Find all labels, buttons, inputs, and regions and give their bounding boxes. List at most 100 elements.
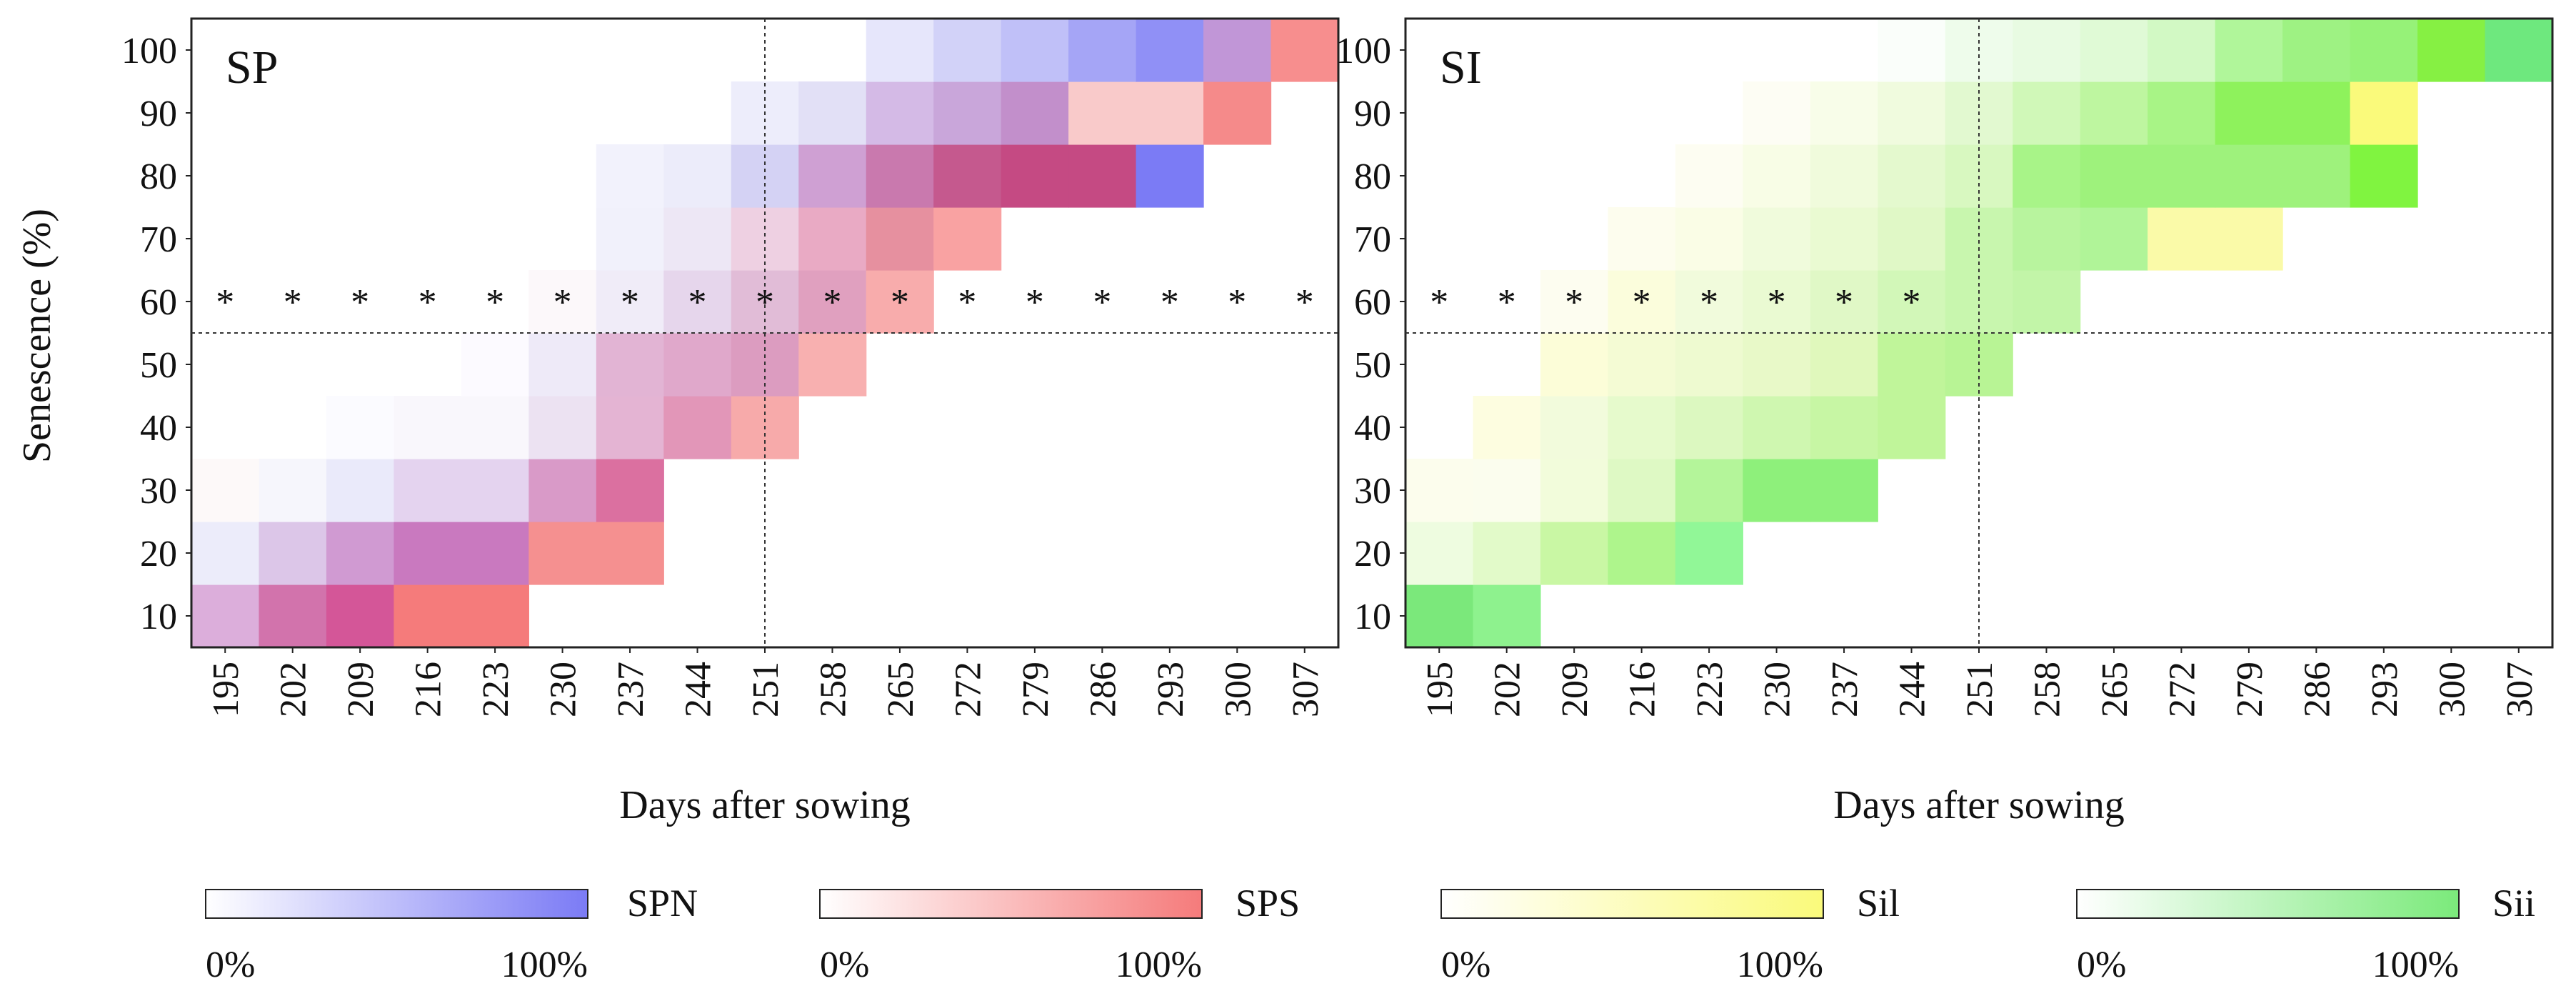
heatmap-cell — [394, 584, 462, 648]
heatmap-cell — [1608, 396, 1676, 459]
heatmap-cell — [663, 207, 732, 271]
heatmap-cell — [2013, 81, 2081, 145]
heatmap-cell — [1743, 333, 1811, 397]
heatmap-cell — [1001, 144, 1069, 208]
heatmap-cell — [461, 396, 529, 459]
heatmap-cell — [1405, 459, 1474, 522]
legend-series-name: SPN — [627, 882, 698, 925]
heatmap-cell — [2013, 144, 2081, 208]
heatmap-cell — [2080, 19, 2148, 82]
significance-asterisk: * — [1768, 282, 1786, 323]
heatmap-cell — [259, 522, 327, 585]
heatmap-cell — [2215, 144, 2283, 208]
x-tick-label: 293 — [2365, 662, 2405, 717]
heatmap-cell — [326, 459, 395, 522]
y-tick-label: 40 — [140, 408, 177, 449]
heatmap-cell — [326, 522, 395, 585]
legend-colorbar — [819, 889, 1203, 919]
x-tick-label: 230 — [1758, 662, 1798, 717]
heatmap-cell — [1945, 207, 2013, 271]
y-tick-label: 100 — [1335, 31, 1391, 71]
heatmap-cell — [596, 459, 664, 522]
heatmap-cell — [326, 396, 395, 459]
legend-colorbar — [1440, 889, 1824, 919]
heatmap-cell — [1136, 19, 1204, 82]
heatmap-cell — [1068, 144, 1137, 208]
legend-series-name: Sii — [2492, 882, 2535, 925]
x-tick-label: 286 — [2297, 662, 2337, 717]
significance-asterisk: * — [958, 282, 976, 323]
y-tick-label: 10 — [1354, 597, 1391, 637]
heatmap-cell — [528, 522, 597, 585]
heatmap-cell — [798, 333, 867, 397]
heatmap-cell — [326, 584, 395, 648]
significance-asterisk: * — [756, 282, 774, 323]
y-axis-label: Senescence (%) — [15, 209, 59, 463]
x-tick-label: 223 — [476, 662, 516, 717]
heatmap-cell — [1675, 270, 1743, 334]
heatmap-cell — [1540, 333, 1609, 397]
heatmap-cell — [1675, 333, 1743, 397]
legend-min-label: 0% — [206, 945, 255, 985]
heatmap-panel-sp: * * * * * * * * * * * * * * * * * SP 10 20 30 40 50 60 70 80 90 100… — [121, 17, 1340, 827]
heatmap-cell — [1878, 19, 1946, 82]
x-tick-label: 300 — [2432, 662, 2472, 717]
heatmap-cell — [1540, 459, 1609, 522]
panel-title: SP — [226, 41, 278, 94]
x-tick-label: 272 — [948, 662, 988, 717]
heatmap-cell — [596, 144, 664, 208]
heatmap-cell — [394, 459, 462, 522]
heatmap-cell — [1810, 270, 1878, 334]
heatmap-cell — [1675, 459, 1743, 522]
legend-min-label: 0% — [820, 945, 869, 985]
heatmap-cell — [798, 144, 867, 208]
heatmap-cell — [1001, 81, 1069, 145]
heatmap-cell — [2013, 207, 2081, 271]
heatmap-cell — [2013, 19, 2081, 82]
heatmap-cell — [2080, 81, 2148, 145]
significance-asterisk: * — [216, 282, 234, 323]
x-tick-label: 307 — [2500, 662, 2540, 717]
heatmap-cell — [2350, 144, 2418, 208]
heatmap-cell — [1540, 270, 1609, 334]
significance-asterisk: * — [891, 282, 909, 323]
heatmap-cell — [933, 144, 1002, 208]
significance-asterisk: * — [1498, 282, 1516, 323]
significance-asterisk: * — [688, 282, 707, 323]
x-tick-label: 216 — [409, 662, 449, 717]
heatmap-cell — [2282, 19, 2351, 82]
heatmap-cell — [1608, 333, 1676, 397]
heatmap-cell — [596, 396, 664, 459]
heatmap-cell — [1675, 396, 1743, 459]
significance-asterisk: * — [1903, 282, 1921, 323]
heatmap-cell — [933, 81, 1002, 145]
legend-min-label: 0% — [2077, 945, 2126, 985]
x-tick-label: 251 — [1960, 662, 2000, 717]
heatmap-cell — [1203, 81, 1272, 145]
x-tick-label: 244 — [1893, 662, 1933, 717]
x-tick-label: 293 — [1151, 662, 1191, 717]
y-tick-label: 70 — [140, 219, 177, 260]
significance-asterisk: * — [1835, 282, 1853, 323]
heatmap-cell — [1743, 270, 1811, 334]
heatmap-cell — [933, 207, 1002, 271]
x-tick-label: 251 — [746, 662, 786, 717]
y-tick-label: 50 — [140, 345, 177, 386]
x-tick-label: 265 — [881, 662, 921, 717]
heatmap-cell — [528, 396, 597, 459]
y-tick-label: 60 — [1354, 282, 1391, 323]
heatmap-cell — [596, 270, 664, 334]
significance-asterisk: * — [1565, 282, 1583, 323]
heatmap-cell — [1810, 396, 1878, 459]
x-tick-label: 244 — [678, 662, 719, 717]
y-tick-label: 30 — [140, 471, 177, 512]
heatmap-cell — [1405, 584, 1474, 648]
heatmap-cell — [1068, 81, 1137, 145]
heatmap-cell — [1675, 144, 1743, 208]
heatmap-cell — [1878, 207, 1946, 271]
heatmap-cell — [731, 270, 799, 334]
heatmap-cell — [866, 270, 934, 334]
heatmap-cell — [1810, 459, 1878, 522]
significance-asterisk: * — [553, 282, 572, 323]
